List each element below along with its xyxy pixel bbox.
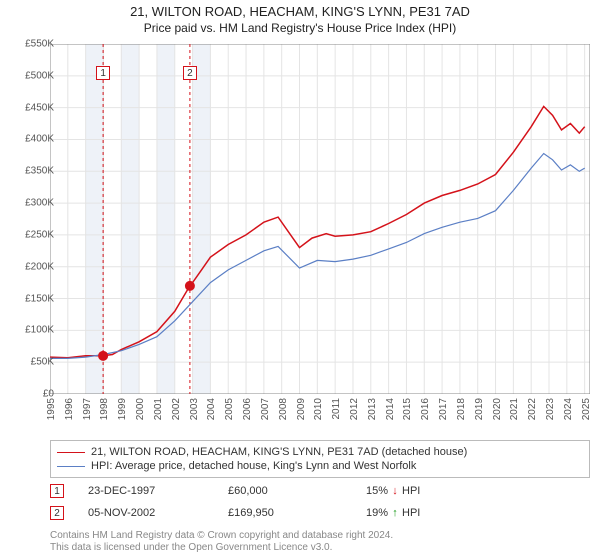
x-tick-label: 2002: [171, 398, 182, 420]
legend-row: 21, WILTON ROAD, HEACHAM, KING'S LYNN, P…: [57, 445, 583, 459]
sale-price: £169,950: [228, 507, 338, 519]
sale-date: 23-DEC-1997: [88, 485, 228, 497]
sale-hpi-label: HPI: [402, 507, 432, 519]
sale-pct: 19%: [338, 507, 388, 519]
footer-line1: Contains HM Land Registry data © Crown c…: [50, 530, 590, 542]
x-tick-label: 2019: [474, 398, 485, 420]
x-tick-label: 2005: [224, 398, 235, 420]
arrow-icon: ↑: [388, 507, 402, 519]
y-tick-label: £450K: [25, 102, 54, 113]
y-tick-label: £250K: [25, 229, 54, 240]
y-tick-label: £400K: [25, 134, 54, 145]
legend-swatch: [57, 466, 85, 467]
sale-date: 05-NOV-2002: [88, 507, 228, 519]
chart-title: 21, WILTON ROAD, HEACHAM, KING'S LYNN, P…: [0, 4, 600, 19]
sale-price: £60,000: [228, 485, 338, 497]
sale-pct: 15%: [338, 485, 388, 497]
x-tick-label: 2003: [189, 398, 200, 420]
legend: 21, WILTON ROAD, HEACHAM, KING'S LYNN, P…: [50, 440, 590, 478]
x-tick-label: 2016: [420, 398, 431, 420]
x-tick-label: 2022: [527, 398, 538, 420]
x-tick-label: 2025: [581, 398, 592, 420]
y-tick-label: £100K: [25, 325, 54, 336]
x-tick-label: 2007: [260, 398, 271, 420]
y-tick-label: £200K: [25, 261, 54, 272]
chart-subtitle: Price paid vs. HM Land Registry's House …: [0, 21, 600, 35]
sale-marker-badge: 2: [183, 66, 197, 80]
legend-label: 21, WILTON ROAD, HEACHAM, KING'S LYNN, P…: [91, 446, 467, 458]
legend-row: HPI: Average price, detached house, King…: [57, 459, 583, 473]
x-tick-label: 2001: [153, 398, 164, 420]
x-tick-label: 2006: [242, 398, 253, 420]
y-tick-label: £150K: [25, 293, 54, 304]
x-tick-label: 1997: [82, 398, 93, 420]
x-tick-label: 2023: [545, 398, 556, 420]
x-tick-label: 2017: [438, 398, 449, 420]
sale-row: 2 05-NOV-2002£169,95019%↑HPI: [50, 506, 590, 520]
y-tick-label: £50K: [31, 357, 54, 368]
x-tick-label: 2012: [349, 398, 360, 420]
footer-line2: This data is licensed under the Open Gov…: [50, 542, 590, 554]
footer: Contains HM Land Registry data © Crown c…: [50, 530, 590, 554]
chart-area: [50, 44, 590, 394]
x-tick-label: 2021: [509, 398, 520, 420]
y-tick-label: £500K: [25, 70, 54, 81]
x-tick-label: 2011: [331, 398, 342, 420]
sale-hpi-label: HPI: [402, 485, 432, 497]
legend-swatch: [57, 452, 85, 453]
x-tick-label: 2020: [492, 398, 503, 420]
y-tick-label: £550K: [25, 39, 54, 50]
sale-row-badge: 1: [50, 484, 64, 498]
x-tick-label: 2018: [456, 398, 467, 420]
y-tick-label: £300K: [25, 198, 54, 209]
x-tick-label: 1999: [117, 398, 128, 420]
chart-svg: [50, 44, 590, 394]
y-tick-label: £350K: [25, 166, 54, 177]
x-tick-label: 2000: [135, 398, 146, 420]
arrow-icon: ↓: [388, 485, 402, 497]
x-tick-label: 2010: [313, 398, 324, 420]
legend-label: HPI: Average price, detached house, King…: [91, 460, 416, 472]
x-tick-label: 2013: [367, 398, 378, 420]
x-tick-label: 2024: [563, 398, 574, 420]
x-tick-label: 2014: [385, 398, 396, 420]
x-tick-label: 1995: [46, 398, 57, 420]
sale-row: 1 23-DEC-1997£60,00015%↓HPI: [50, 484, 590, 498]
x-tick-label: 2004: [206, 398, 217, 420]
sale-row-badge: 2: [50, 506, 64, 520]
x-tick-label: 1996: [64, 398, 75, 420]
x-tick-label: 2008: [278, 398, 289, 420]
sale-marker-badge: 1: [96, 66, 110, 80]
title-block: 21, WILTON ROAD, HEACHAM, KING'S LYNN, P…: [0, 0, 600, 35]
x-tick-label: 2015: [402, 398, 413, 420]
x-tick-label: 1998: [99, 398, 110, 420]
x-tick-label: 2009: [296, 398, 307, 420]
